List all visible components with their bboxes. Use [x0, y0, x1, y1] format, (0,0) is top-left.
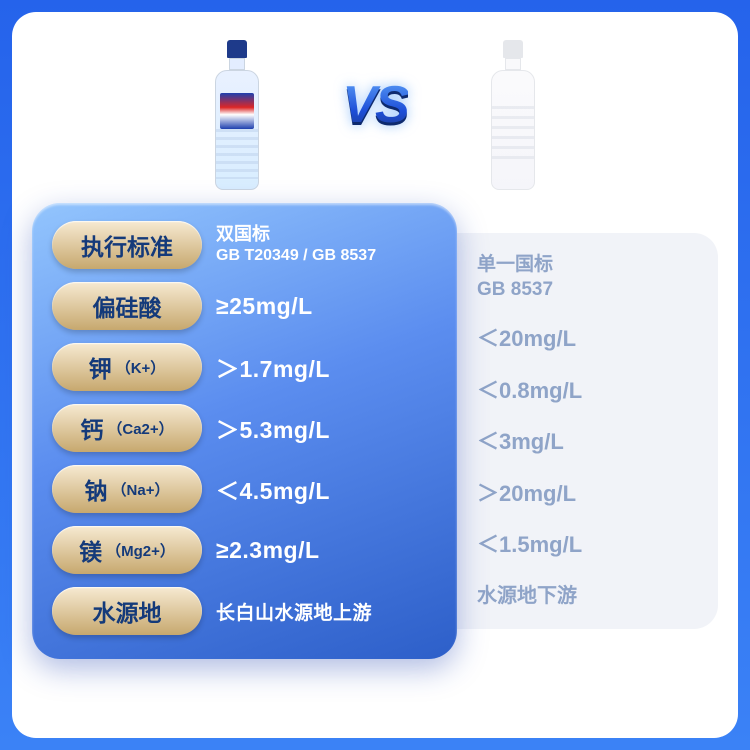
spec-label: 钙 — [80, 411, 103, 445]
spec-label-sub: （Ca2+） — [107, 418, 173, 439]
spec-label: 执行标准 — [81, 228, 173, 262]
spec-left-value: 长白山水源地上游 — [216, 598, 372, 625]
spec-pill: 钾 （K+） — [52, 343, 202, 391]
spec-row: 钾 （K+） ＞1.7mg/L — [52, 343, 437, 391]
spec-label: 水源地 — [93, 594, 162, 628]
spec-row: 钠 （Na+） ＜4.5mg/L — [52, 465, 437, 513]
spec-pill: 执行标准 — [52, 221, 202, 269]
spec-row: 执行标准 双国标 GB T20349 / GB 8537 — [52, 221, 437, 269]
header-row: VS — [32, 32, 718, 197]
spec-left-value: ＞5.3mg/L — [216, 411, 330, 445]
spec-left-value: ≥25mg/L — [216, 293, 313, 320]
spec-right-value: 水源地下游 — [477, 583, 702, 609]
vs-icon: VS — [342, 75, 407, 135]
product-bottle-left — [212, 40, 262, 190]
comparison-table: 执行标准 双国标 GB T20349 / GB 8537 偏硅酸 ≥25mg/L… — [32, 203, 718, 659]
spec-label-sub: （K+） — [116, 357, 166, 378]
right-product-panel: 单一国标 GB 8537 ＜20mg/L ＜0.8mg/L ＜3mg/L ＞20… — [437, 233, 718, 629]
spec-row: 钙 （Ca2+） ＞5.3mg/L — [52, 404, 437, 452]
spec-right-value: ＜3mg/L — [477, 428, 702, 457]
spec-pill: 镁 （Mg2+） — [52, 526, 202, 574]
spec-label-sub: （Na+） — [112, 479, 170, 500]
left-product-panel: 执行标准 双国标 GB T20349 / GB 8537 偏硅酸 ≥25mg/L… — [32, 203, 457, 659]
spec-label: 钠 — [85, 472, 108, 506]
spec-right-value: 单一国标 GB 8537 — [477, 253, 702, 302]
spec-label: 钾 — [89, 350, 112, 384]
spec-right-value: ＜1.5mg/L — [477, 531, 702, 560]
spec-left-value: ≥2.3mg/L — [216, 537, 320, 564]
spec-pill: 钠 （Na+） — [52, 465, 202, 513]
spec-pill: 钙 （Ca2+） — [52, 404, 202, 452]
spec-left-value: 双国标 GB T20349 / GB 8537 — [216, 223, 376, 267]
spec-left-value: ＞1.7mg/L — [216, 350, 330, 384]
spec-pill: 偏硅酸 — [52, 282, 202, 330]
spec-label: 镁 — [79, 533, 102, 567]
product-bottle-right — [488, 40, 538, 190]
spec-row: 镁 （Mg2+） ≥2.3mg/L — [52, 526, 437, 574]
spec-pill: 水源地 — [52, 587, 202, 635]
spec-left-value: ＜4.5mg/L — [216, 472, 330, 506]
spec-label: 偏硅酸 — [93, 289, 162, 323]
spec-label-sub: （Mg2+） — [106, 540, 175, 561]
comparison-card: VS 执行标准 双国标 GB T20349 / GB 8537 偏 — [12, 12, 738, 738]
spec-right-value: ＜20mg/L — [477, 325, 702, 354]
spec-right-value: ＜0.8mg/L — [477, 377, 702, 406]
spec-row: 水源地 长白山水源地上游 — [52, 587, 437, 635]
spec-row: 偏硅酸 ≥25mg/L — [52, 282, 437, 330]
spec-right-value: ＞20mg/L — [477, 480, 702, 509]
